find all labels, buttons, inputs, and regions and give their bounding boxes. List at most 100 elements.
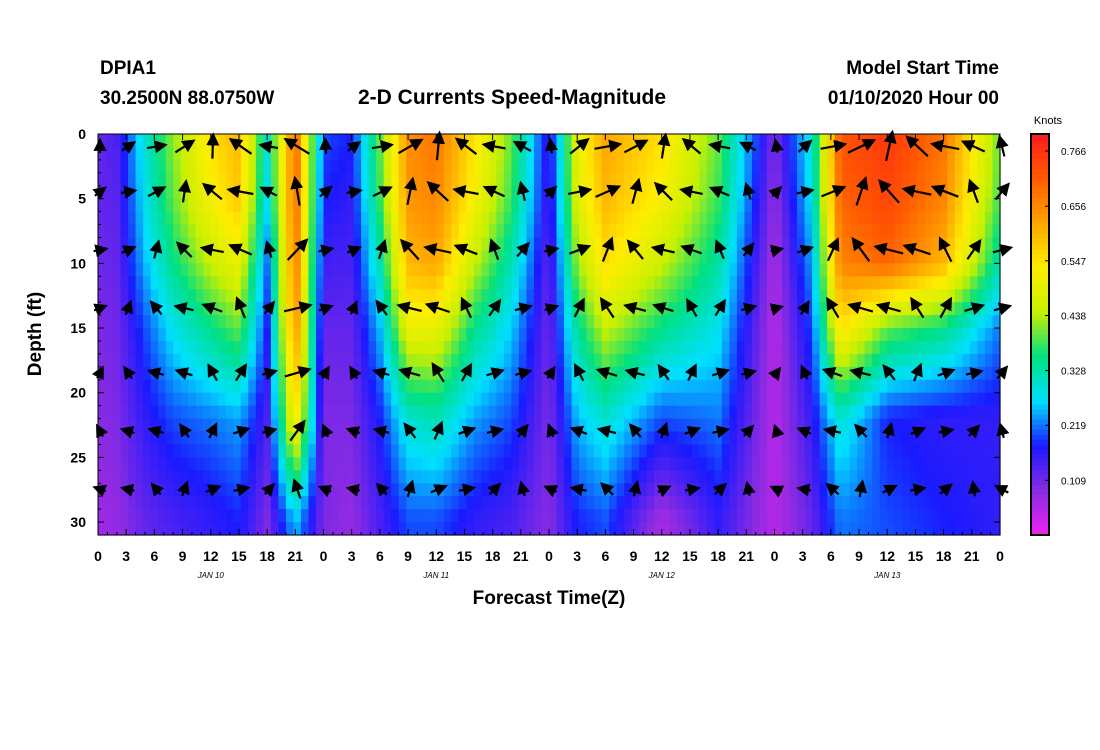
heatmap-cell [391,328,400,342]
x-tick-label: 21 [739,548,755,564]
heatmap-cell [458,159,467,174]
heatmap-cell [270,496,279,510]
heatmap-cell [361,172,370,187]
heatmap-cell [518,353,528,368]
heatmap-cell [556,496,565,510]
heatmap-cell [661,276,670,290]
heatmap-cell [173,315,182,329]
current-arrow [628,423,643,438]
heatmap-cell [98,328,107,342]
heatmap-cell [699,185,708,200]
heatmap-cell [180,353,189,368]
heatmap-cell [361,444,370,458]
heatmap-cell [346,340,355,355]
heatmap-cell [113,250,122,264]
heatmap-cell [143,250,152,264]
heatmap-cell [361,496,370,510]
heatmap-cell [368,146,377,161]
heatmap-cell [150,353,159,368]
heatmap-cell [488,353,497,368]
heatmap-cell [165,444,174,458]
heatmap-cell [902,366,911,381]
heatmap-cell [308,211,317,226]
heatmap-cell [413,457,422,471]
current-arrow [544,303,560,316]
heatmap-cell [834,444,843,458]
heatmap-cell [571,444,580,458]
current-arrow [397,138,424,155]
heatmap-cell [331,328,340,342]
heatmap-cell [774,315,783,329]
heatmap-cell [98,146,107,161]
heatmap-cell [451,146,460,161]
heatmap-cell [812,315,821,329]
heatmap-cell [428,211,437,226]
heatmap-cell [428,315,437,329]
current-arrow [205,484,222,497]
heatmap-cell [135,237,144,252]
heatmap-cell [744,276,753,290]
heatmap-cell [308,392,317,407]
heatmap-cell [812,263,821,277]
current-arrow [397,366,421,380]
heatmap-cell [180,263,189,277]
heatmap-cell [225,146,234,161]
heatmap-cell [398,405,407,420]
heatmap-cell [909,263,918,277]
heatmap-cell [691,172,700,187]
heatmap-cell [579,392,588,407]
heatmap-cell [699,444,708,458]
heatmap-cell [766,224,776,239]
heatmap-cell [864,340,873,355]
current-arrow [177,179,192,203]
heatmap-cell [285,444,295,458]
heatmap-cell [594,134,603,148]
heatmap-cell [609,276,618,290]
heatmap-cell [105,431,114,446]
heatmap-cell [225,237,234,252]
current-arrow [515,423,529,439]
heatmap-cell [812,134,821,148]
heatmap-cell [473,263,482,277]
current-arrow [460,296,473,319]
heatmap-cell [684,418,693,433]
heatmap-cell [962,353,971,368]
heatmap-cell [451,198,460,213]
heatmap-cell [917,224,926,239]
heatmap-cell [428,483,437,497]
heatmap-cell [984,509,994,523]
heatmap-cell [383,379,392,394]
heatmap-cell [834,159,843,174]
heatmap-cell [143,263,152,277]
heatmap-cell [646,302,655,316]
heatmap-cell [639,211,648,226]
heatmap-cell [962,379,971,394]
heatmap-cell [443,418,452,433]
heatmap-cell [135,483,144,497]
heatmap-cell [511,405,520,420]
heatmap-cell [98,522,107,536]
heatmap-cell [113,457,122,471]
heatmap-cell [225,353,234,368]
heatmap-cell [376,522,385,536]
heatmap-cell [992,444,1001,458]
heatmap-cell [436,315,445,329]
heatmap-cell [721,134,730,148]
heatmap-cell [894,146,903,161]
heatmap-cell [315,224,325,239]
heatmap-cell [676,444,685,458]
heatmap-cell [684,353,693,368]
heatmap-cell [804,444,813,458]
heatmap-cell [827,146,836,161]
heatmap-cell [98,457,107,471]
heatmap-cell [421,159,430,174]
current-arrow [882,364,896,381]
heatmap-cell [646,457,655,471]
heatmap-cell [812,328,821,342]
colorbar-swatch [1031,469,1049,476]
heatmap-cell [518,444,528,458]
heatmap-cell [293,340,302,355]
heatmap-cell [909,328,918,342]
heatmap-cell [233,289,242,303]
heatmap-cell [984,211,994,226]
